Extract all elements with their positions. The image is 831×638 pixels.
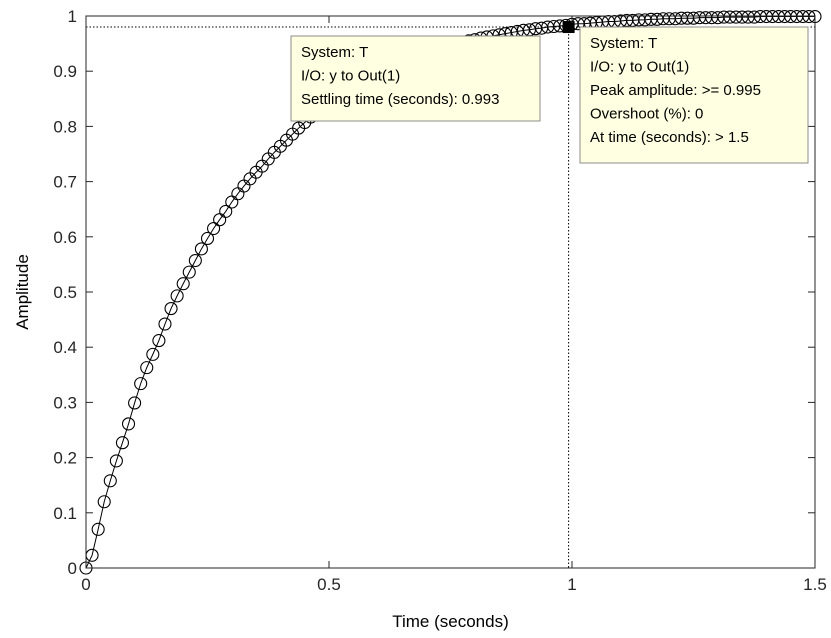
x-tick-label: 1.5 xyxy=(803,575,827,594)
datatip-line: System: T xyxy=(590,35,657,52)
y-tick-label: 0 xyxy=(68,559,77,578)
data-point xyxy=(128,396,142,410)
datatip-line: I/O: y to Out(1) xyxy=(590,59,689,76)
data-point xyxy=(134,377,148,391)
y-tick-label: 0.1 xyxy=(53,504,77,523)
x-tick-label: 1 xyxy=(567,575,576,594)
settling-time-marker[interactable] xyxy=(562,21,575,34)
data-point xyxy=(170,289,184,303)
data-point xyxy=(200,231,215,246)
datatip-box xyxy=(290,35,541,122)
y-tick-label: 0.9 xyxy=(53,62,77,81)
y-tick-label: 0.6 xyxy=(53,228,77,247)
y-tick-label: 0.8 xyxy=(53,117,77,136)
data-point xyxy=(109,454,123,468)
datatip-line: System: T xyxy=(301,44,368,61)
data-point xyxy=(158,317,172,331)
data-tips: System: T I/O: y to Out(1) Settling time (… xyxy=(290,26,809,164)
data-point xyxy=(91,522,105,536)
data-point xyxy=(176,277,190,291)
data-point xyxy=(115,436,129,450)
y-tick-label: 0.7 xyxy=(53,173,77,192)
data-point xyxy=(121,417,136,431)
data-point xyxy=(182,265,196,279)
x-axis-title: Time (seconds) xyxy=(392,612,509,631)
y-tick-label: 0.3 xyxy=(53,393,77,412)
datatip-line: Settling time (seconds): 0.993 xyxy=(301,91,499,108)
data-point xyxy=(188,253,202,268)
x-tick-label: 0.5 xyxy=(317,575,341,594)
y-tick-label: 0.5 xyxy=(53,283,77,302)
data-point xyxy=(103,474,117,488)
data-point xyxy=(146,347,160,361)
settling-time-datatip[interactable]: System: T I/O: y to Out(1) Settling time (… xyxy=(290,35,541,122)
y-axis-title: Amplitude xyxy=(13,254,32,330)
datatip-line: Peak amplitude: >= 0.995 xyxy=(590,82,761,99)
data-point xyxy=(97,495,111,509)
reference-lines xyxy=(86,26,815,568)
data-point xyxy=(152,334,166,348)
data-point xyxy=(164,302,178,316)
data-point xyxy=(194,242,208,256)
data-point xyxy=(140,361,154,375)
datatip-line: I/O: y to Out(1) xyxy=(301,68,400,85)
y-tick-label: 1 xyxy=(68,7,77,26)
x-tick-label: 0 xyxy=(81,575,90,594)
y-tick-label: 0.4 xyxy=(53,338,77,357)
peak-response-datatip[interactable]: System: T I/O: y to Out(1) Peak amplitude:… xyxy=(579,26,809,164)
datatip-box xyxy=(579,26,809,164)
data-point xyxy=(207,221,221,236)
y-tick-label: 0.2 xyxy=(53,449,77,468)
axes: 0 0.5 1 1.5 0 0.1 0.2 0.3 0.4 0.5 0.6 0.7 0.8 0.9 1 xyxy=(53,7,826,594)
data-point xyxy=(219,204,233,218)
datatip-line: Overshoot (%): 0 xyxy=(590,106,703,123)
datatip-line: At time (seconds): > 1.5 xyxy=(590,129,749,146)
